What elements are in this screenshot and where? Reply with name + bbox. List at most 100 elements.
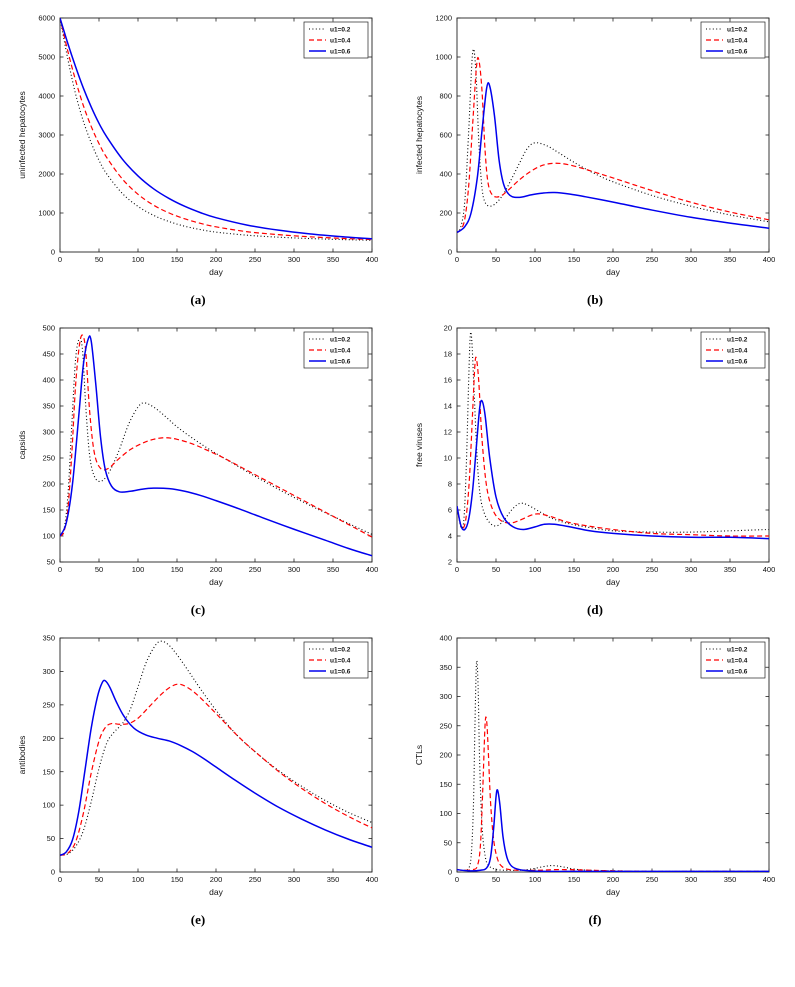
legend: u1=0.2 u1=0.4 u1=0.6 bbox=[303, 331, 369, 369]
subplot-d: 0 50 100 150 200 250 300 350 400 2 4 6 8 10 12 14 16 18 20… bbox=[409, 318, 781, 618]
subplot-a: 0 50 100 150 200 250 300 350 400 0 1000 2000 3000 400… bbox=[12, 8, 384, 308]
legend-label: u1=0.4 bbox=[727, 37, 748, 44]
y-axis-label: free viruses bbox=[414, 423, 424, 467]
tick-marks bbox=[59, 17, 373, 253]
legend-label: u1=0.6 bbox=[727, 48, 748, 55]
subplot-f: 0 50 100 150 200 250 300 350 400 0 50 100 150 200 250 3… bbox=[409, 628, 781, 928]
chart-capsids: 0 50 100 150 200 250 300 350 4005010015020025030… bbox=[17, 324, 379, 587]
x-axis-label: day bbox=[606, 267, 620, 277]
svg-text:0: 0 bbox=[58, 565, 62, 574]
subplot-f-caption: (f) bbox=[588, 912, 602, 927]
series-line-u1-0-6 bbox=[60, 18, 372, 240]
svg-text:6000: 6000 bbox=[38, 14, 55, 23]
svg-text:350: 350 bbox=[42, 634, 55, 643]
figure-grid: 0 50 100 150 200 250 300 350 400 0 1000 2000 3000 400… bbox=[12, 8, 781, 928]
svg-text:150: 150 bbox=[171, 565, 184, 574]
legend-label: u1=0.4 bbox=[330, 347, 351, 354]
svg-text:0: 0 bbox=[455, 565, 459, 574]
svg-text:0: 0 bbox=[51, 248, 55, 257]
legend-label: u1=0.2 bbox=[727, 336, 748, 343]
series-line-u1-0-6 bbox=[60, 335, 372, 557]
svg-text:1000: 1000 bbox=[435, 53, 452, 62]
chart-uninfected-hepatocytes: 0 50 100 150 200 250 300 350 4000100020003000400… bbox=[17, 14, 378, 277]
svg-text:50: 50 bbox=[492, 875, 500, 884]
chart-infected-hepatocytes: 0 50 100 150 200 250 300 350 400 0 200 400 600 800 100… bbox=[414, 14, 775, 277]
svg-text:400: 400 bbox=[42, 376, 55, 385]
legend-label: u1=0.4 bbox=[727, 657, 748, 664]
tick-marks bbox=[456, 17, 770, 253]
svg-text:0: 0 bbox=[58, 255, 62, 264]
svg-text:350: 350 bbox=[724, 255, 737, 264]
chart-antibodies: 0 50 100 150 200 250 300 350 400 0 50 100 150 200 250 3… bbox=[17, 634, 378, 897]
svg-text:8: 8 bbox=[448, 480, 452, 489]
series-line-u1-0-4 bbox=[457, 716, 769, 872]
series-lines bbox=[60, 334, 372, 557]
series-lines bbox=[60, 640, 372, 856]
svg-text:50: 50 bbox=[492, 565, 500, 574]
svg-text:10: 10 bbox=[444, 454, 452, 463]
svg-text:14: 14 bbox=[444, 402, 452, 411]
svg-text:6: 6 bbox=[448, 506, 452, 515]
svg-text:250: 250 bbox=[646, 565, 659, 574]
subplot-d-caption: (d) bbox=[587, 602, 603, 617]
svg-text:50: 50 bbox=[47, 558, 55, 567]
svg-text:100: 100 bbox=[132, 255, 145, 264]
legend: u1=0.2 u1=0.4 u1=0.6 bbox=[700, 21, 766, 59]
series-line-u1-0-2 bbox=[457, 48, 769, 233]
y-axis-label: uninfected hepatocytes bbox=[17, 91, 27, 178]
chart-ctls: 0 50 100 150 200 250 300 350 400 0 50 100 150 200 250 3… bbox=[414, 634, 775, 897]
svg-text:100: 100 bbox=[529, 255, 542, 264]
svg-text:200: 200 bbox=[210, 565, 223, 574]
svg-text:150: 150 bbox=[42, 767, 55, 776]
svg-text:200: 200 bbox=[210, 875, 223, 884]
svg-text:350: 350 bbox=[327, 565, 340, 574]
series-line-u1-0-4 bbox=[60, 18, 372, 241]
svg-text:200: 200 bbox=[42, 480, 55, 489]
svg-text:250: 250 bbox=[439, 721, 452, 730]
svg-text:0: 0 bbox=[448, 248, 452, 257]
svg-text:1000: 1000 bbox=[38, 209, 55, 218]
svg-text:100: 100 bbox=[42, 532, 55, 541]
series-line-u1-0-2 bbox=[60, 18, 372, 241]
svg-text:250: 250 bbox=[646, 255, 659, 264]
svg-text:4: 4 bbox=[448, 532, 452, 541]
x-axis-label: day bbox=[209, 887, 223, 897]
legend: u1=0.2 u1=0.4 u1=0.6 bbox=[700, 331, 766, 369]
svg-text:400: 400 bbox=[763, 565, 776, 574]
svg-text:0: 0 bbox=[455, 255, 459, 264]
x-axis-label: day bbox=[606, 577, 620, 587]
svg-text:50: 50 bbox=[95, 565, 103, 574]
svg-text:100: 100 bbox=[42, 801, 55, 810]
svg-text:450: 450 bbox=[42, 350, 55, 359]
tick-labels: 0 50 100 150 200 250 300 350 400 2 4 6 8 10 12 14 16 18 20 bbox=[444, 324, 776, 574]
series-line-u1-0-6 bbox=[457, 399, 769, 540]
series-line-u1-0-2 bbox=[457, 331, 769, 533]
legend-label: u1=0.6 bbox=[330, 48, 351, 55]
chart-free-viruses: 0 50 100 150 200 250 300 350 400 2 4 6 8 10 12 14 16 18 20… bbox=[414, 324, 776, 587]
svg-text:350: 350 bbox=[439, 663, 452, 672]
svg-text:300: 300 bbox=[685, 565, 698, 574]
series-line-u1-0-6 bbox=[457, 789, 769, 872]
svg-text:150: 150 bbox=[171, 255, 184, 264]
svg-text:100: 100 bbox=[439, 809, 452, 818]
svg-text:300: 300 bbox=[288, 875, 301, 884]
svg-text:350: 350 bbox=[42, 402, 55, 411]
series-line-u1-0-4 bbox=[457, 56, 769, 234]
y-axis-label: CTLs bbox=[414, 745, 424, 765]
svg-text:200: 200 bbox=[607, 565, 620, 574]
svg-text:350: 350 bbox=[327, 255, 340, 264]
svg-text:200: 200 bbox=[439, 209, 452, 218]
svg-text:300: 300 bbox=[288, 255, 301, 264]
legend-label: u1=0.4 bbox=[330, 37, 351, 44]
svg-text:2000: 2000 bbox=[38, 170, 55, 179]
svg-text:400: 400 bbox=[366, 565, 379, 574]
svg-text:3000: 3000 bbox=[38, 131, 55, 140]
y-axis-label: antibodies bbox=[17, 736, 27, 775]
svg-text:250: 250 bbox=[42, 700, 55, 709]
tick-marks bbox=[59, 637, 373, 873]
legend-label: u1=0.6 bbox=[330, 668, 351, 675]
svg-text:250: 250 bbox=[42, 454, 55, 463]
legend-label: u1=0.2 bbox=[727, 646, 748, 653]
svg-text:150: 150 bbox=[568, 565, 581, 574]
svg-text:150: 150 bbox=[42, 506, 55, 515]
